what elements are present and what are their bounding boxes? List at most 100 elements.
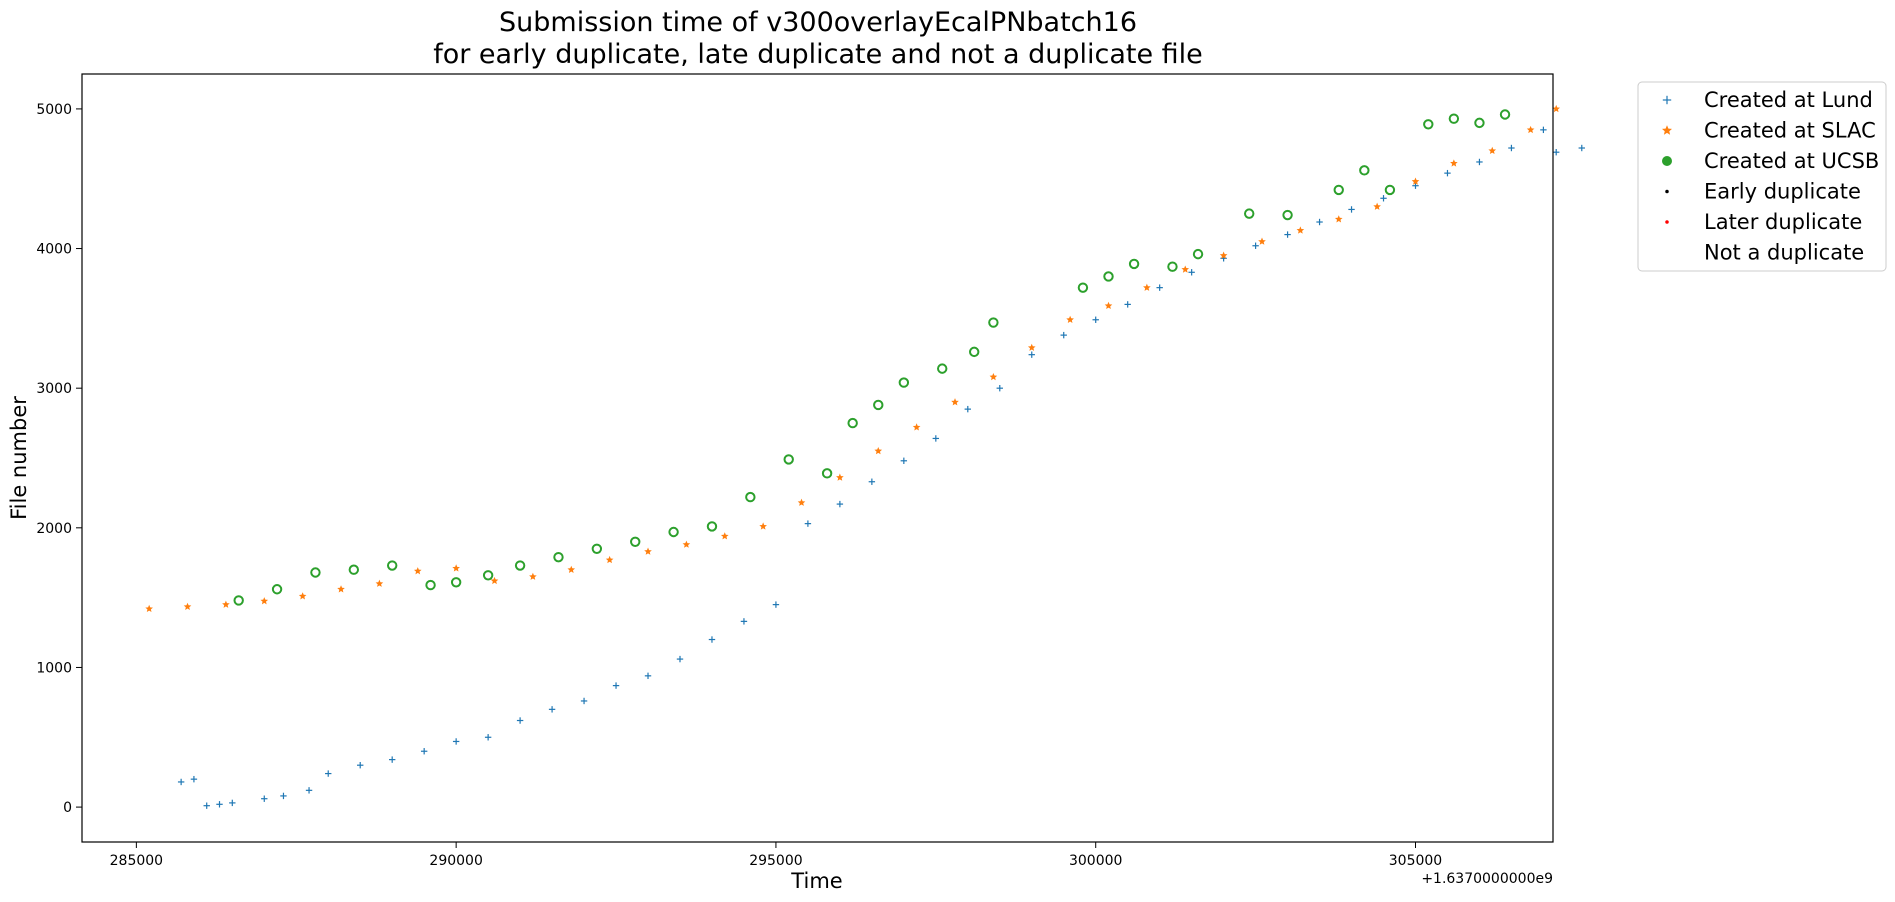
created-at-lund-point	[1156, 284, 1163, 291]
created-at-slac-point	[682, 540, 691, 548]
created-at-lund-point	[280, 792, 287, 800]
created-at-ucsb-point	[1244, 208, 1255, 219]
legend-label: Early duplicate	[1704, 180, 1861, 204]
created-at-lund-point	[1284, 231, 1291, 238]
created-at-lund-point	[1316, 218, 1323, 226]
created-at-slac-point	[1143, 283, 1151, 291]
created-at-lund-point	[1060, 331, 1067, 339]
y-tick-label: 1000	[36, 660, 72, 676]
created-at-lund-point	[740, 618, 748, 625]
x-tick-label: 290000	[429, 853, 482, 869]
x-axis-offset-label: +1.6370000000e9	[1421, 871, 1553, 887]
created-at-ucsb-point	[482, 570, 494, 581]
created-at-slac-point	[298, 592, 307, 600]
x-tick-label: 285000	[110, 853, 163, 869]
created-at-ucsb-point	[1448, 113, 1460, 124]
created-at-slac-point	[1488, 146, 1497, 155]
created-at-lund-point	[804, 520, 812, 527]
created-at-ucsb-point	[968, 346, 980, 358]
created-at-lund-point	[305, 787, 313, 794]
legend-entry-created-at-slac: Created at SLAC	[1662, 119, 1876, 143]
created-at-ucsb-point	[706, 521, 718, 532]
created-at-lund-point	[229, 799, 236, 807]
created-at-ucsb-point	[783, 454, 794, 465]
created-at-slac-point	[912, 423, 921, 431]
created-at-ucsb-point	[514, 560, 526, 571]
created-at-lund-point	[676, 655, 684, 663]
legend-entry-early-duplicate: Early duplicate	[1665, 180, 1861, 204]
created-at-lund-point	[516, 717, 524, 724]
chart-title-line1: Submission time of v300overlayEcalPNbatc…	[499, 7, 1137, 38]
created-at-ucsb-point	[1077, 282, 1089, 293]
created-at-lund-point	[216, 801, 223, 808]
created-at-slac-point	[1373, 202, 1381, 210]
legend-entry-created-at-lund: Created at Lund	[1662, 88, 1873, 112]
created-at-ucsb-point	[1128, 258, 1140, 270]
plot-area-frame	[81, 73, 1554, 843]
created-at-lund-point	[1380, 195, 1387, 202]
legend-label: Not a duplicate	[1704, 241, 1864, 265]
created-at-ucsb-point	[425, 579, 436, 591]
created-at-ucsb-point	[553, 551, 564, 563]
created-at-ucsb-point	[898, 377, 910, 388]
created-at-ucsb-point	[1282, 209, 1293, 221]
legend-marker	[1662, 95, 1672, 105]
legend-label: Created at UCSB	[1704, 149, 1879, 173]
legend-box	[1637, 81, 1887, 272]
created-at-ucsb-point	[821, 468, 833, 479]
created-at-lund-point	[1092, 316, 1099, 323]
created-at-lund-point	[325, 770, 332, 777]
created-at-slac-point	[1552, 104, 1560, 113]
created-at-slac-point	[337, 585, 345, 593]
created-at-lund-point	[1508, 144, 1515, 152]
created-at-slac-point	[490, 576, 499, 585]
created-at-ucsb-point	[630, 536, 641, 547]
created-at-slac-point	[720, 532, 729, 540]
created-at-slac-point	[452, 564, 460, 572]
created-at-lund-point	[1540, 126, 1547, 134]
created-at-lund-point	[1124, 301, 1131, 308]
legend-marker	[1665, 220, 1669, 224]
created-at-ucsb-point	[1474, 117, 1485, 129]
created-at-ucsb-point	[1359, 165, 1370, 176]
created-at-lund-point	[1444, 169, 1451, 177]
created-at-slac-point	[183, 602, 192, 610]
created-at-slac-point	[1526, 125, 1535, 134]
legend-marker	[1665, 189, 1669, 194]
created-at-lund-point	[708, 636, 716, 643]
created-at-lund-point	[1412, 182, 1419, 189]
x-tick-label: 300000	[1069, 853, 1122, 869]
created-at-ucsb-point	[1423, 119, 1434, 130]
created-at-ucsb-point	[386, 560, 398, 571]
created-at-lund-point	[836, 500, 844, 508]
created-at-ucsb-point	[450, 577, 462, 588]
created-at-lund-point	[1348, 206, 1355, 213]
created-at-lund-point	[612, 682, 620, 689]
created-at-lund-point	[996, 384, 1003, 392]
created-at-slac-point	[222, 600, 230, 608]
legend-entry-not-a-duplicate: Not a duplicate	[1704, 241, 1864, 265]
created-at-lund-point	[868, 478, 876, 485]
created-at-ucsb-point	[847, 417, 858, 429]
created-at-ucsb-point	[348, 564, 360, 575]
created-at-slac-point	[529, 572, 537, 580]
created-at-slac-point	[797, 498, 806, 506]
y-tick-label: 2000	[36, 521, 72, 537]
created-at-lund-point	[357, 762, 364, 769]
created-at-lund-point	[932, 435, 940, 442]
created-at-lund-point	[420, 748, 428, 755]
created-at-ucsb-point	[668, 526, 679, 538]
created-at-ucsb-point	[1103, 271, 1114, 282]
x-tick-label: 295000	[749, 853, 802, 869]
created-at-slac-point	[145, 604, 153, 613]
created-at-lund-point	[964, 405, 971, 413]
created-at-lund-point	[261, 795, 268, 802]
created-at-slac-point	[1066, 315, 1074, 323]
created-at-lund-point	[772, 601, 780, 608]
series-created-at-ucsb	[233, 109, 1511, 606]
created-at-slac-point	[605, 555, 614, 564]
created-at-slac-point	[759, 522, 767, 530]
created-at-ucsb-point	[310, 567, 321, 578]
plot-points	[145, 104, 1585, 809]
